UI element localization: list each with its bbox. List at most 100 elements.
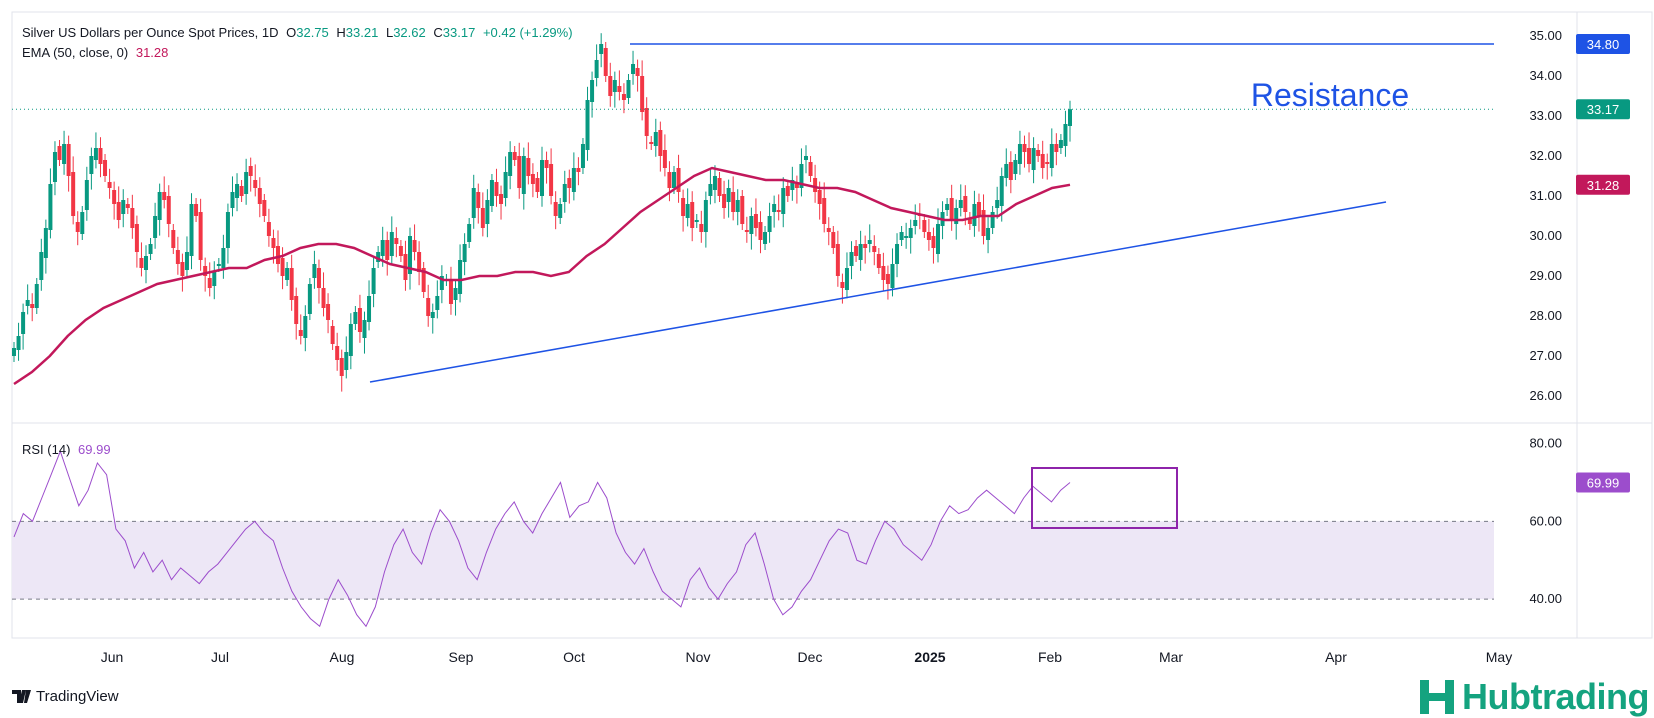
candle [84,166,89,221]
candle [462,233,467,276]
candle [294,287,299,340]
candle [1049,128,1054,177]
x-tick-label: Jul [211,649,229,665]
candle [30,293,35,322]
candle [990,206,995,234]
candle [626,74,631,104]
candle [389,216,394,265]
ema-label: EMA (50, close, 0) [22,45,129,60]
rsi-tick-label: 40.00 [1529,591,1562,606]
candle [107,168,112,199]
candle [230,176,235,217]
candle [603,42,608,82]
candle [235,173,240,212]
candle [813,164,818,203]
axes: 26.00 27.00 28.00 29.00 30.00 31.00 32.00 33.00… [101,28,1630,665]
candle [439,265,444,304]
candle [207,262,212,297]
candle [417,241,422,286]
candle [667,161,672,202]
price-tick-label: 29.00 [1529,268,1562,283]
candle [585,86,590,161]
candle [71,156,76,225]
candle [712,165,717,204]
candle [662,134,667,177]
candle [289,254,294,311]
candle [708,168,713,205]
candle [653,118,658,157]
candle [503,156,508,207]
candle [148,238,153,260]
hubtrading-icon [1420,680,1454,714]
ema-price-tag [1576,174,1630,195]
change-value: +0.42 (+1.29%) [482,25,573,40]
candle [608,62,613,107]
candle [508,141,513,190]
candle [248,157,253,192]
candle [25,284,30,315]
candle [448,266,453,315]
price-tick-label: 35.00 [1529,28,1562,43]
candle [612,71,617,108]
candle [644,97,649,150]
candle [854,240,859,262]
candle [790,166,795,201]
candle [544,151,549,184]
candle [221,234,226,279]
candle [631,50,636,85]
candle [831,226,836,254]
candle [312,250,317,289]
candle [635,59,640,92]
candle [767,202,772,243]
candle [180,253,185,292]
candle [699,210,704,243]
rsi-value-tag [1576,472,1630,493]
candle [316,259,321,304]
x-tick-label: Dec [798,649,823,665]
resistance-price-tag [1576,34,1630,54]
price-tick-label: 33.00 [1529,108,1562,123]
candle [822,182,827,233]
candle [276,230,280,273]
candle [913,204,918,235]
candle [344,336,349,379]
candle [594,44,599,87]
candle [134,215,139,268]
rsi-pane [12,449,1494,628]
candle [567,169,572,204]
hubtrading-logo: Hubtrading [1418,676,1649,718]
candle [908,219,913,254]
candle [116,186,121,229]
candle [394,227,399,258]
tradingview-icon [12,690,31,703]
rsi-value: 69.99 [78,442,111,457]
candle [330,320,335,350]
candle [1045,153,1050,180]
candle [576,157,581,186]
candle [844,252,849,299]
candle [212,261,217,300]
candle [649,136,654,150]
candle [658,121,663,172]
candle [1058,134,1063,154]
candle [972,190,977,237]
candle [467,218,472,248]
candle [876,248,881,274]
chart-frame [11,11,1653,639]
tradingview-logo[interactable]: TradingView [12,688,119,705]
candle [676,154,681,203]
candle [34,278,39,314]
candle [75,211,80,246]
candle [785,180,790,202]
candle [835,230,840,287]
candle [931,227,936,264]
rsi-band [12,521,1494,600]
candle [93,132,98,169]
candle [458,244,463,303]
candle [1063,110,1068,157]
candle [685,188,690,227]
last-price-tag-text: 33.17 [1587,102,1620,117]
candle [184,236,189,279]
candle [335,332,340,371]
